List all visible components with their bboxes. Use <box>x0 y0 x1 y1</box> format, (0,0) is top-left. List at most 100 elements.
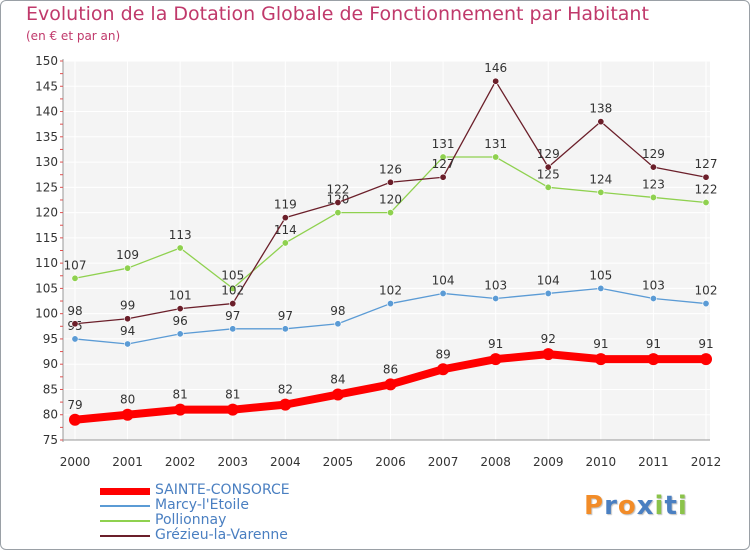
data-point <box>229 284 237 292</box>
data-label: 102 <box>221 284 244 298</box>
data-label: 124 <box>589 172 612 186</box>
data-point <box>226 403 239 416</box>
data-point <box>702 198 710 206</box>
data-label: 103 <box>484 279 507 293</box>
data-label: 101 <box>169 289 192 303</box>
logo-letter: o <box>617 491 637 521</box>
data-point <box>279 398 292 411</box>
data-point <box>174 403 187 416</box>
data-label: 97 <box>278 309 293 323</box>
data-point <box>492 295 500 303</box>
data-point <box>439 289 447 297</box>
data-point <box>702 300 710 308</box>
data-point <box>176 244 184 252</box>
data-point <box>594 353 607 366</box>
data-label: 92 <box>541 332 556 346</box>
legend-swatch <box>100 535 150 537</box>
data-label: 104 <box>537 273 560 287</box>
data-label: 80 <box>120 393 135 407</box>
x-tick-label: 2004 <box>270 455 301 469</box>
y-tick-label: 80 <box>43 408 58 422</box>
data-label: 127 <box>432 157 455 171</box>
data-point <box>176 330 184 338</box>
data-point <box>597 118 605 126</box>
data-point <box>229 325 237 333</box>
x-tick-label: 2007 <box>428 455 459 469</box>
chart-title: Evolution de la Dotation Globale de Fonc… <box>26 3 649 25</box>
data-label: 107 <box>64 258 87 272</box>
data-label: 120 <box>379 193 402 207</box>
data-point <box>489 353 502 366</box>
chart-subtitle: (en € et par an) <box>26 29 121 43</box>
data-label: 104 <box>432 273 455 287</box>
data-point <box>700 353 712 366</box>
data-point <box>281 325 289 333</box>
data-label: 122 <box>695 182 718 196</box>
data-label: 99 <box>120 299 135 313</box>
data-point <box>597 188 605 196</box>
data-label: 89 <box>435 347 450 361</box>
data-label: 122 <box>326 182 349 196</box>
data-label: 146 <box>484 61 507 75</box>
data-label: 82 <box>278 383 293 397</box>
data-point <box>492 153 500 161</box>
data-point <box>331 388 344 401</box>
data-point <box>229 300 237 308</box>
data-point <box>124 264 132 272</box>
data-label: 138 <box>589 102 612 116</box>
y-tick-label: 95 <box>43 332 58 346</box>
y-tick-label: 85 <box>43 382 58 396</box>
data-label: 98 <box>67 304 82 318</box>
data-label: 97 <box>225 309 240 323</box>
x-tick-label: 2005 <box>323 455 354 469</box>
data-point <box>384 378 397 391</box>
data-point <box>121 408 134 421</box>
data-point <box>492 77 500 85</box>
y-tick-label: 105 <box>35 281 58 295</box>
data-label: 86 <box>383 362 398 376</box>
data-point <box>439 153 447 161</box>
data-point <box>649 163 657 171</box>
data-label: 105 <box>589 268 612 282</box>
x-tick-label: 2002 <box>165 455 196 469</box>
data-label: 84 <box>330 373 345 387</box>
data-point <box>281 239 289 247</box>
x-tick-label: 2010 <box>586 455 617 469</box>
x-tick-label: 2012 <box>691 455 722 469</box>
data-point <box>334 320 342 328</box>
y-tick-label: 110 <box>35 256 58 270</box>
y-tick-label: 140 <box>35 105 58 119</box>
data-point <box>176 305 184 313</box>
legend-label: Grézieu-la-Varenne <box>155 527 288 543</box>
x-tick-label: 2001 <box>112 455 143 469</box>
data-label: 113 <box>169 228 192 242</box>
data-point <box>439 173 447 181</box>
data-point <box>437 363 450 376</box>
data-label: 81 <box>225 388 240 402</box>
y-tick-label: 135 <box>35 130 58 144</box>
logo-letter: x <box>636 491 655 521</box>
data-point <box>69 413 81 426</box>
x-tick-label: 2008 <box>480 455 511 469</box>
data-label: 119 <box>274 198 297 212</box>
data-label: 96 <box>173 314 188 328</box>
y-tick-label: 145 <box>35 79 58 93</box>
data-label: 105 <box>221 268 244 282</box>
legend-label: SAINTE-CONSORCE <box>155 482 290 498</box>
data-label: 102 <box>379 284 402 298</box>
data-point <box>71 335 79 343</box>
x-tick-label: 2011 <box>638 455 669 469</box>
data-label: 79 <box>67 398 82 412</box>
legend-label: Marcy-l'Etoile <box>155 497 249 513</box>
data-point <box>334 209 342 217</box>
x-tick-label: 2003 <box>217 455 248 469</box>
y-tick-label: 100 <box>35 307 58 321</box>
data-label: 91 <box>646 337 661 351</box>
logo-letter: P <box>584 491 605 521</box>
data-label: 126 <box>379 162 402 176</box>
data-point <box>544 289 552 297</box>
data-point <box>702 173 710 181</box>
data-point <box>334 198 342 206</box>
data-point <box>386 300 394 308</box>
